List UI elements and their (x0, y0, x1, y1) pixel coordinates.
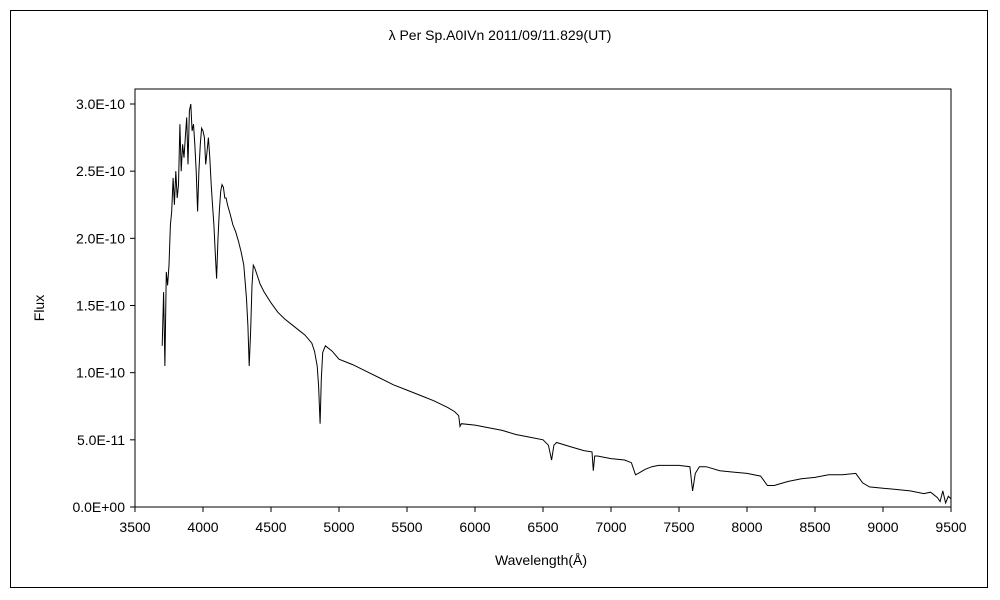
x-tick-label: 4000 (187, 519, 218, 535)
chart-frame (10, 10, 988, 588)
x-axis-label: Wavelength(Å) (495, 552, 587, 568)
x-tick-label: 5000 (323, 519, 354, 535)
y-axis: 0.0E+00 5.0E-11 1.0E-10 1.5E-10 2.0E-10 2.5E-… (72, 96, 135, 515)
chart-title: λ Per Sp.A0IVn 2011/09/11.829(UT) (389, 27, 612, 43)
x-tick-label: 8000 (731, 519, 762, 535)
x-tick-label: 3500 (119, 519, 150, 535)
x-tick-label: 8500 (799, 519, 830, 535)
x-tick-label: 6500 (527, 519, 558, 535)
x-tick-label: 5500 (391, 519, 422, 535)
plot-area (134, 88, 952, 508)
x-tick-label: 9000 (867, 519, 898, 535)
y-axis-label: Flux (31, 295, 47, 321)
x-tick-label: 7500 (663, 519, 694, 535)
y-tick-label: 1.0E-10 (76, 365, 125, 381)
y-tick-label: 3.0E-10 (76, 96, 125, 112)
y-tick-label: 0.0E+00 (72, 499, 125, 515)
x-tick-label: 9500 (935, 519, 966, 535)
x-axis: 3500 4000 4500 5000 5500 6000 6500 7000 7500 8000… (119, 507, 967, 535)
y-tick-label: 2.5E-10 (76, 163, 125, 179)
y-tick-label: 1.5E-10 (76, 298, 125, 314)
x-tick-label: 7000 (595, 519, 626, 535)
flux-spectrum-line (161, 103, 952, 505)
x-tick-label: 6000 (459, 519, 490, 535)
y-tick-label: 5.0E-11 (77, 432, 125, 448)
x-tick-label: 4500 (255, 519, 286, 535)
y-tick-label: 2.0E-10 (76, 230, 125, 246)
